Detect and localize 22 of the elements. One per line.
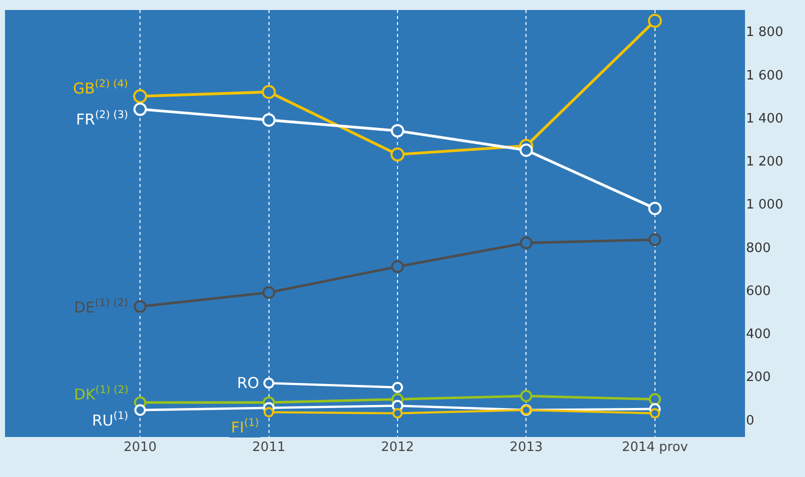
x-tick-label: 2014 prov: [622, 440, 688, 455]
series-label: FI$^{(1)}$: [231, 417, 259, 436]
x-tick-label: 2011: [252, 440, 286, 455]
x-tick-label: 2013: [510, 440, 543, 455]
y-tick-label: 1 200: [746, 154, 784, 170]
series-label: FR$^{(2) (3)}$: [76, 109, 128, 128]
y-tick-label: 1 000: [746, 198, 784, 213]
x-tick-label: 2012: [380, 440, 414, 455]
y-tick-label: 0: [746, 413, 754, 428]
y-tick-label: 1 400: [746, 111, 784, 126]
series-label: RO: [237, 374, 260, 392]
x-tick-label: 2010: [124, 440, 157, 455]
y-tick-label: 1 800: [746, 25, 784, 40]
y-tick-label: 200: [746, 370, 771, 386]
y-tick-label: 1 600: [746, 68, 784, 84]
series-label: GB$^{(2) (4)}$: [73, 78, 128, 98]
series-label: DK$^{(1) (2)}$: [74, 384, 128, 404]
y-tick-label: 600: [746, 284, 771, 299]
y-tick-label: 800: [746, 240, 771, 256]
y-tick-label: 400: [746, 327, 771, 342]
series-label: DE$^{(1) (2)}$: [74, 297, 128, 316]
series-label: RU$^{(1)}$: [92, 410, 128, 430]
